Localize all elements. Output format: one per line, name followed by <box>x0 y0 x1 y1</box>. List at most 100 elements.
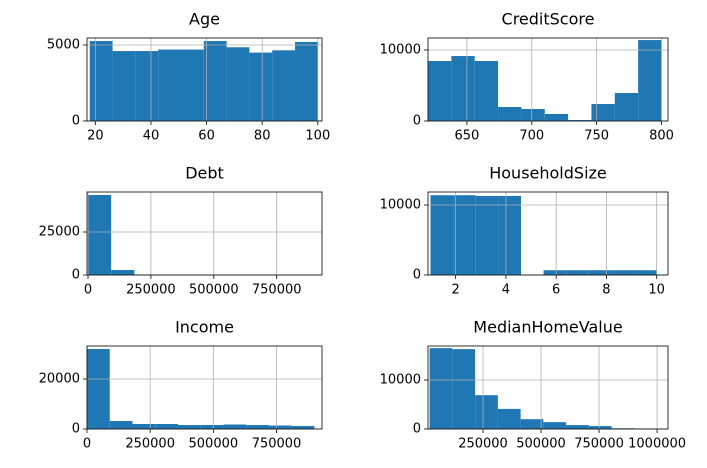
bar <box>638 40 662 122</box>
axes-frame <box>86 345 323 430</box>
subplot-title: MedianHomeValue <box>473 318 622 337</box>
bar <box>88 195 112 275</box>
bar <box>614 93 639 121</box>
bar <box>135 51 159 122</box>
x-tick-label: 750000 <box>574 437 624 452</box>
y-tick-label: 0 <box>413 268 421 283</box>
bar <box>588 270 612 275</box>
bar <box>223 424 247 429</box>
bar <box>112 51 136 122</box>
x-tick-label: 80 <box>254 129 271 144</box>
bar <box>428 61 452 121</box>
bar <box>566 270 589 275</box>
bar <box>475 195 499 275</box>
bar <box>272 50 296 121</box>
x-tick-label: 1000000 <box>628 437 686 452</box>
bar <box>132 424 156 429</box>
y-tick-label: 25000 <box>39 225 80 240</box>
bar <box>246 425 269 429</box>
bar <box>521 109 545 121</box>
x-tick-label: 250000 <box>125 437 175 452</box>
x-tick-label: 2 <box>452 283 460 298</box>
x-tick-label: 800 <box>649 129 674 144</box>
bar <box>111 270 135 275</box>
bar <box>475 395 498 429</box>
axes-frame <box>86 37 323 122</box>
bar <box>611 270 635 275</box>
x-tick-label: 750000 <box>252 437 302 452</box>
bar <box>200 425 224 429</box>
bar <box>295 41 318 122</box>
bar <box>203 41 227 121</box>
axes-frame <box>86 191 323 276</box>
bar <box>158 49 181 121</box>
bar <box>87 349 110 429</box>
y-tick-label: 10000 <box>380 198 421 213</box>
y-tick-label: 0 <box>72 114 80 129</box>
bar <box>291 426 315 429</box>
bar <box>566 425 589 429</box>
subplot-title: HouseholdSize <box>489 164 607 183</box>
x-tick-label: 250000 <box>126 283 176 298</box>
subplot-title: Debt <box>185 164 224 183</box>
y-tick-label: 0 <box>72 268 80 283</box>
bar <box>543 422 567 429</box>
x-tick-label: 10 <box>648 283 665 298</box>
bar <box>430 195 454 275</box>
bar <box>543 270 567 275</box>
bar <box>453 195 476 275</box>
bar <box>268 425 292 429</box>
bar <box>226 47 250 122</box>
bar <box>451 56 475 121</box>
y-tick-label: 20000 <box>39 372 80 387</box>
x-tick-label: 0 <box>83 437 91 452</box>
bar <box>177 425 201 429</box>
x-tick-label: 500000 <box>516 437 566 452</box>
x-tick-label: 60 <box>198 129 215 144</box>
x-tick-label: 100 <box>305 129 330 144</box>
x-tick-label: 40 <box>143 129 160 144</box>
bar <box>544 113 569 121</box>
bar <box>520 419 544 429</box>
x-tick-label: 500000 <box>189 283 239 298</box>
bar <box>591 104 615 121</box>
y-tick-label: 0 <box>413 114 421 129</box>
y-tick-label: 0 <box>72 422 80 437</box>
bar <box>568 120 592 121</box>
bar <box>181 49 204 121</box>
bar <box>249 52 273 121</box>
axes-frame <box>427 37 669 122</box>
y-tick-label: 0 <box>413 422 421 437</box>
bar <box>498 195 521 275</box>
bar <box>429 348 453 429</box>
subplot-title: Age <box>189 10 220 29</box>
x-tick-label: 700 <box>519 129 544 144</box>
bar <box>634 270 657 275</box>
x-tick-label: 750000 <box>252 283 302 298</box>
x-tick-label: 20 <box>87 129 104 144</box>
x-tick-label: 8 <box>602 283 610 298</box>
subplot-title: CreditScore <box>502 10 595 29</box>
y-tick-label: 5000 <box>47 37 80 52</box>
bar <box>474 61 499 121</box>
axes-frame <box>427 191 669 276</box>
y-tick-label: 10000 <box>380 42 421 57</box>
bar <box>109 421 133 429</box>
axes-frame <box>427 345 669 430</box>
bar <box>155 424 178 429</box>
bar <box>89 41 113 121</box>
y-tick-label: 10000 <box>380 373 421 388</box>
x-tick-label: 6 <box>552 283 560 298</box>
bar <box>498 107 522 121</box>
x-tick-label: 0 <box>84 283 92 298</box>
x-tick-label: 650 <box>455 129 480 144</box>
x-tick-label: 4 <box>502 283 510 298</box>
bar <box>497 408 521 429</box>
bar <box>452 349 476 429</box>
x-tick-label: 250000 <box>458 437 508 452</box>
subplot-title: Income <box>175 318 234 337</box>
x-tick-label: 750 <box>584 129 609 144</box>
x-tick-label: 500000 <box>189 437 239 452</box>
bar <box>588 426 612 429</box>
